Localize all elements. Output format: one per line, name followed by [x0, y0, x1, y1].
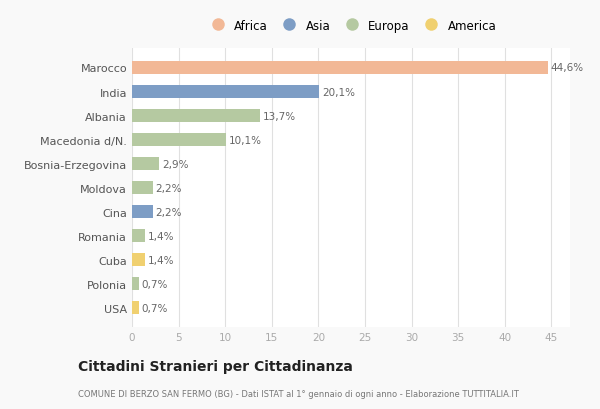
Bar — [132, 277, 139, 290]
Text: 13,7%: 13,7% — [262, 111, 296, 121]
Text: 1,4%: 1,4% — [148, 255, 175, 265]
Bar — [132, 205, 152, 219]
Bar — [132, 182, 152, 195]
Text: 0,7%: 0,7% — [142, 303, 167, 313]
Text: 2,2%: 2,2% — [155, 183, 182, 193]
Text: 2,9%: 2,9% — [162, 159, 188, 169]
Text: 20,1%: 20,1% — [322, 87, 355, 97]
Text: 10,1%: 10,1% — [229, 135, 262, 145]
Bar — [132, 86, 319, 99]
Legend: Africa, Asia, Europa, America: Africa, Asia, Europa, America — [202, 16, 500, 36]
Text: 1,4%: 1,4% — [148, 231, 175, 241]
Bar — [132, 301, 139, 315]
Text: COMUNE DI BERZO SAN FERMO (BG) - Dati ISTAT al 1° gennaio di ogni anno - Elabora: COMUNE DI BERZO SAN FERMO (BG) - Dati IS… — [78, 389, 519, 398]
Bar — [132, 229, 145, 243]
Bar — [132, 254, 145, 267]
Text: 0,7%: 0,7% — [142, 279, 167, 289]
Text: 2,2%: 2,2% — [155, 207, 182, 217]
Bar — [132, 157, 159, 171]
Bar — [132, 62, 548, 75]
Text: 44,6%: 44,6% — [550, 63, 584, 73]
Bar — [132, 134, 226, 147]
Bar — [132, 110, 260, 123]
Text: Cittadini Stranieri per Cittadinanza: Cittadini Stranieri per Cittadinanza — [78, 359, 353, 373]
